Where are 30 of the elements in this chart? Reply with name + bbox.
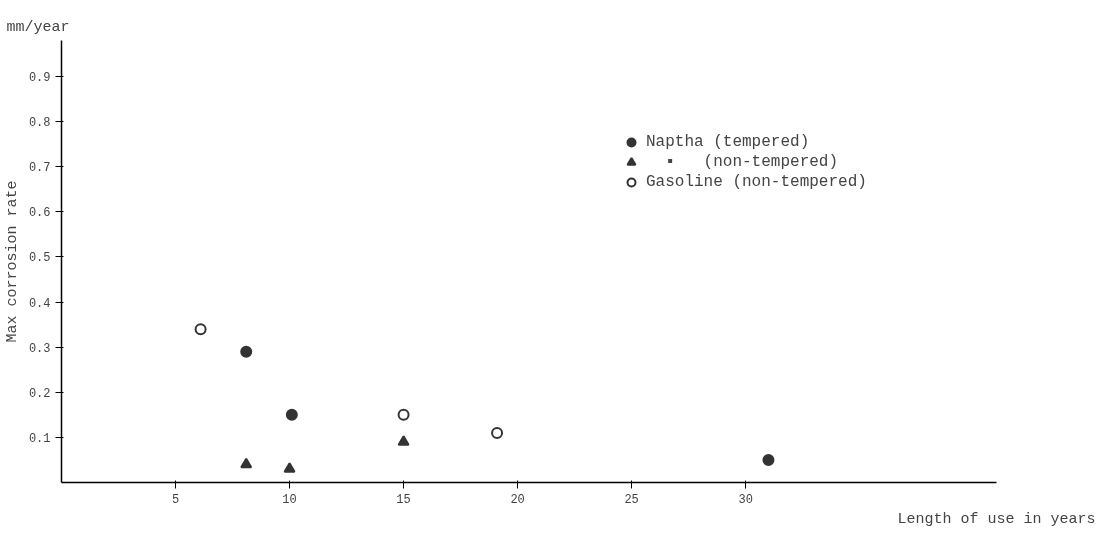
y-tick-label: 0.5 <box>28 251 51 266</box>
y-tick-label: 0.1 <box>28 431 51 446</box>
x-tick-label: 15 <box>396 492 411 507</box>
x-tick-label: 5 <box>171 492 180 507</box>
y-tick-label: 0.8 <box>28 116 51 131</box>
point <box>240 345 253 358</box>
point <box>762 453 775 466</box>
point <box>397 408 410 421</box>
legend-label: Naptha (tempered) <box>646 133 810 151</box>
point <box>194 323 207 336</box>
x-tick-label: 20 <box>510 492 525 507</box>
legend-label: Gasoline (non-tempered) <box>646 173 867 191</box>
x-axis-title: Length of use in years <box>897 510 1096 528</box>
x-tick-label: 30 <box>738 492 753 507</box>
y-tick-label: 0.9 <box>28 71 51 86</box>
y-axis-title: Max corrosion rate <box>3 180 21 343</box>
y-tick-label: 0.3 <box>28 341 51 356</box>
point <box>397 435 410 446</box>
point <box>285 408 298 421</box>
point <box>491 426 504 439</box>
y-tick-label: 0.7 <box>28 161 51 176</box>
y-tick-label: 0.6 <box>28 206 51 221</box>
y-tick-label: 0.2 <box>28 386 51 401</box>
point <box>240 457 253 469</box>
x-tick-label: 25 <box>624 492 639 507</box>
y-tick-label: 0.4 <box>28 296 51 311</box>
text: mm/year <box>6 18 70 36</box>
point <box>283 462 296 473</box>
x-tick-label: 10 <box>282 492 297 507</box>
legend-label: ▪ (non-tempered) <box>664 153 839 171</box>
